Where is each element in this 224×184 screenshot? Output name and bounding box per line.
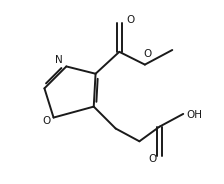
Text: O: O — [127, 15, 135, 25]
Text: O: O — [148, 154, 156, 164]
Text: OH: OH — [186, 110, 202, 120]
Text: N: N — [55, 55, 63, 65]
Text: O: O — [144, 49, 152, 59]
Text: O: O — [42, 116, 50, 126]
